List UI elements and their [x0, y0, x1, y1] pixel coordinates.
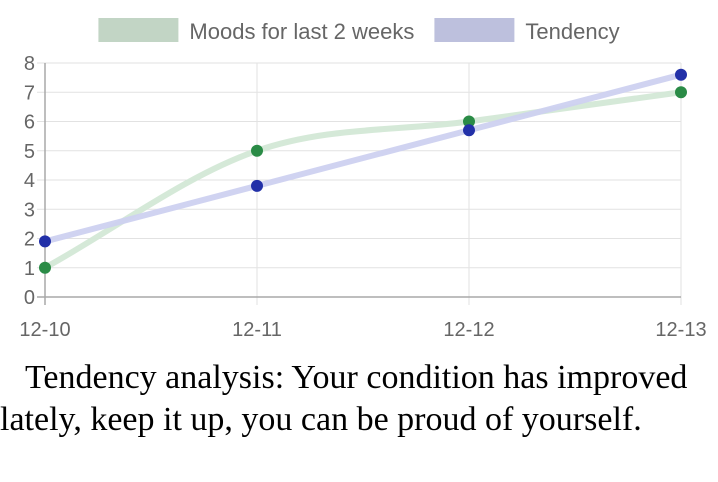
- y-tick-label: 6: [24, 112, 35, 134]
- y-tick-label: 8: [24, 53, 35, 75]
- legend-swatch-2: [434, 18, 515, 42]
- legend-label-2: Tendency: [525, 19, 619, 44]
- y-tick-label: 0: [24, 287, 35, 309]
- chart-axes: 0 1 2 3 4 5 6 7 8 12-10 12-11 12-12 12-13: [19, 53, 706, 341]
- y-tick-label: 4: [24, 170, 35, 192]
- x-tick-label: 12-12: [443, 319, 494, 341]
- chart-series-points: [39, 68, 687, 274]
- mood-chart: Moods for last 2 weeks Tendency 0 1 2 3 4 5 6 7 8…: [19, 18, 707, 341]
- x-tick-label: 12-11: [232, 319, 282, 341]
- series-line-2: [42, 71, 684, 245]
- series-1-point: [39, 261, 51, 274]
- y-tick-label: 5: [24, 141, 35, 163]
- legend-swatch-1: [98, 18, 179, 42]
- series-line-1: [42, 89, 684, 271]
- chart-series-lines: [42, 71, 684, 271]
- legend-label-1: Moods for last 2 weeks: [189, 19, 414, 44]
- y-tick-label: 1: [24, 258, 35, 280]
- x-tick-label: 12-13: [655, 319, 706, 341]
- series-1-point: [463, 115, 475, 128]
- y-tick-label: 2: [24, 229, 35, 251]
- tendency-analysis-text: Tendency analysis: Your condition has im…: [0, 359, 688, 438]
- y-tick-label: 3: [24, 199, 35, 221]
- series-1-point: [251, 144, 263, 157]
- series-2-point: [251, 179, 263, 192]
- series-1-point: [675, 86, 687, 99]
- chart-legend: Moods for last 2 weeks Tendency: [98, 18, 620, 44]
- y-tick-label: 7: [24, 82, 35, 104]
- x-tick-label: 12-10: [19, 319, 70, 341]
- series-2-point: [463, 124, 475, 137]
- series-2-point: [675, 68, 687, 81]
- series-2-point: [39, 235, 51, 248]
